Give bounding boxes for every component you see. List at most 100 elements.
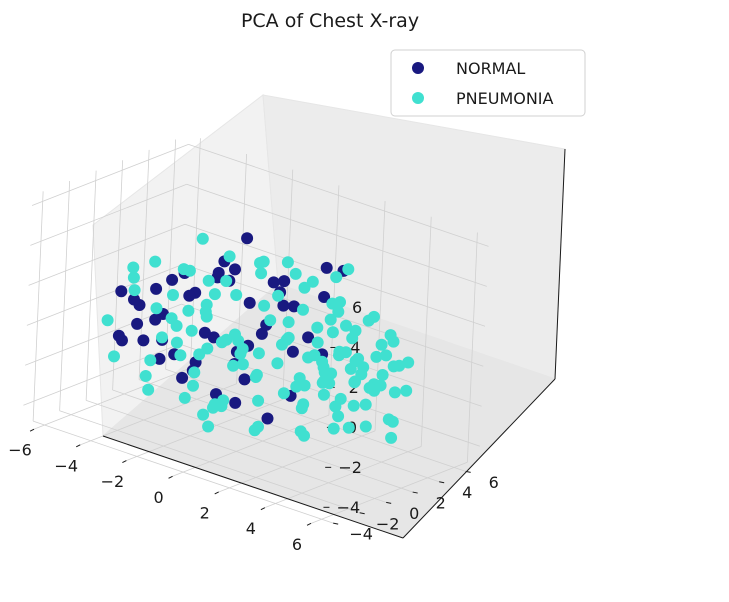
data-point-pneumonia xyxy=(234,347,247,360)
data-point-pneumonia xyxy=(277,387,290,400)
legend-label-pneumonia: PNEUMONIA xyxy=(456,89,554,108)
data-point-normal xyxy=(243,296,256,309)
data-point-normal xyxy=(149,313,162,326)
z-tick-label: −2 xyxy=(338,458,362,477)
data-point-pneumonia xyxy=(101,314,114,327)
tick-mark xyxy=(333,522,339,525)
data-point-normal xyxy=(261,412,274,425)
grid-line xyxy=(188,143,489,247)
grid-line xyxy=(30,183,187,246)
x-tick-label: −4 xyxy=(54,456,78,475)
data-point-pneumonia xyxy=(334,296,346,309)
data-point-pneumonia xyxy=(227,359,240,372)
data-point-pneumonia xyxy=(346,332,359,345)
data-point-pneumonia xyxy=(357,361,370,374)
data-point-pneumonia xyxy=(149,255,162,268)
data-point-pneumonia xyxy=(271,357,284,370)
data-point-pneumonia xyxy=(330,271,343,284)
data-point-pneumonia xyxy=(308,349,321,362)
data-point-pneumonia xyxy=(167,289,179,301)
data-point-normal xyxy=(255,327,268,340)
data-point-normal xyxy=(302,331,315,344)
data-point-pneumonia xyxy=(188,366,201,379)
grid-line xyxy=(26,263,184,326)
data-point-pneumonia xyxy=(298,281,311,294)
legend-marker-pneumonia xyxy=(412,92,424,104)
grid-line xyxy=(181,303,482,407)
data-point-pneumonia xyxy=(202,420,215,433)
data-point-pneumonia xyxy=(196,232,209,245)
data-point-pneumonia xyxy=(150,302,163,315)
data-point-normal xyxy=(183,289,196,302)
data-point-pneumonia xyxy=(108,350,120,363)
data-point-pneumonia xyxy=(170,336,183,349)
y-tick-label: −2 xyxy=(376,514,400,533)
data-point-pneumonia xyxy=(332,410,345,423)
grid-line xyxy=(466,232,478,463)
data-point-normal xyxy=(116,334,128,347)
data-point-pneumonia xyxy=(217,394,230,407)
grid-line xyxy=(33,367,191,430)
data-point-normal xyxy=(229,396,242,409)
data-point-pneumonia xyxy=(170,319,183,332)
x-tick-label: 2 xyxy=(200,503,210,522)
data-point-pneumonia xyxy=(327,422,340,435)
y-axis-line xyxy=(402,378,556,539)
data-point-pneumonia xyxy=(402,356,415,369)
grid-line xyxy=(86,399,387,503)
data-point-pneumonia xyxy=(311,336,324,349)
grid-line xyxy=(32,191,44,422)
grid-line xyxy=(172,414,330,477)
tick-mark xyxy=(260,507,266,511)
data-point-pneumonia xyxy=(178,391,191,404)
grid-line xyxy=(31,143,189,206)
grid-line xyxy=(59,180,71,411)
data-point-pneumonia xyxy=(127,261,140,274)
grid-line xyxy=(85,170,97,401)
x-tick-label: −2 xyxy=(101,472,125,491)
data-point-normal xyxy=(176,371,189,384)
legend-marker-normal xyxy=(412,62,424,74)
y-tick-label: 4 xyxy=(462,483,472,502)
x-axis-line xyxy=(102,435,404,539)
data-point-pneumonia xyxy=(370,350,383,363)
data-point-pneumonia xyxy=(334,392,347,405)
data-point-normal xyxy=(318,291,331,303)
grid-line xyxy=(310,461,468,524)
grid-line xyxy=(165,368,466,472)
data-point-normal xyxy=(277,299,290,312)
data-point-pneumonia xyxy=(281,256,294,269)
tick-mark xyxy=(214,491,219,495)
data-point-pneumonia xyxy=(142,383,155,396)
data-point-pneumonia xyxy=(400,384,413,397)
tick-mark xyxy=(168,475,173,479)
legend-box xyxy=(390,49,586,117)
data-point-pneumonia xyxy=(326,326,339,339)
data-point-pneumonia xyxy=(144,354,157,367)
x-tick-label: −6 xyxy=(8,441,32,460)
data-point-pneumonia xyxy=(236,358,249,371)
y-tick-label: 0 xyxy=(409,504,419,523)
data-point-pneumonia xyxy=(387,360,400,373)
data-point-pneumonia xyxy=(340,319,352,332)
data-point-pneumonia xyxy=(282,316,295,329)
y-tick-label: 6 xyxy=(489,473,499,492)
grid-line xyxy=(28,223,186,286)
data-point-pneumonia xyxy=(199,305,212,318)
y-tick-label: −4 xyxy=(349,525,373,544)
z-axis-line xyxy=(554,148,566,380)
data-point-pneumonia xyxy=(375,338,388,351)
data-point-pneumonia xyxy=(187,379,199,392)
data-point-normal xyxy=(238,373,251,386)
x-tick-label: 0 xyxy=(153,488,163,507)
grid-line xyxy=(33,420,334,524)
data-point-pneumonia xyxy=(333,349,345,362)
data-point-pneumonia xyxy=(297,303,309,316)
data-point-pneumonia xyxy=(174,349,187,362)
data-point-pneumonia xyxy=(182,304,195,317)
data-point-pneumonia xyxy=(197,408,210,421)
data-point-pneumonia xyxy=(258,299,271,312)
scatter-points xyxy=(101,232,415,444)
z-tick-label: 6 xyxy=(352,298,362,317)
